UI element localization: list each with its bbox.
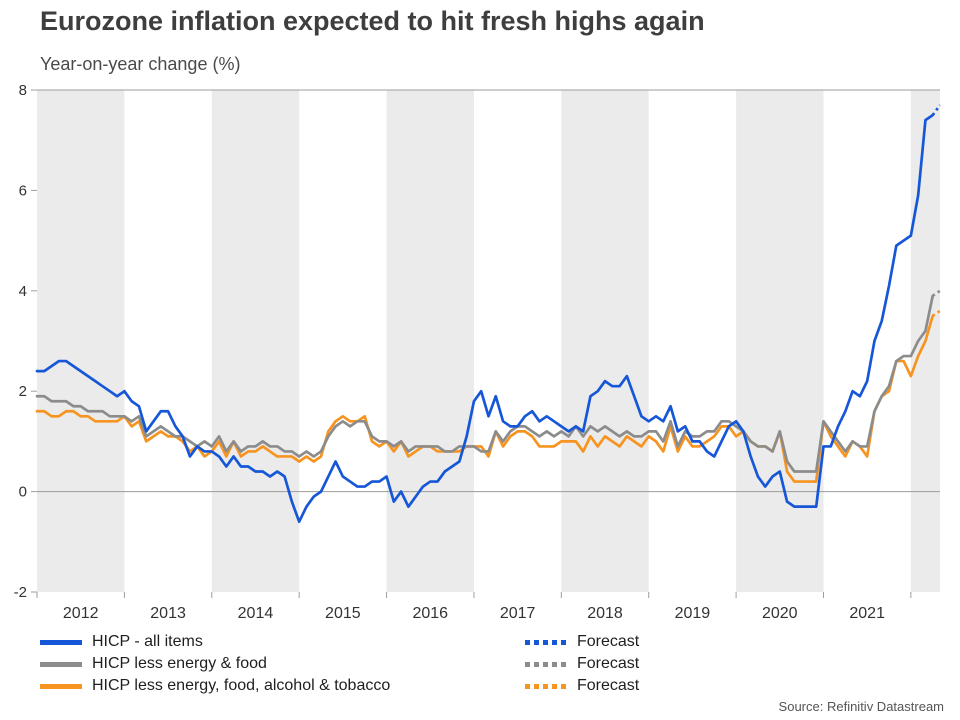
svg-text:0: 0 — [19, 484, 27, 501]
legend-item-hicp-core: HICP less energy, food, alcohol & tobacc… — [40, 675, 390, 697]
svg-text:2016: 2016 — [412, 605, 448, 618]
dotted-swatch-blue — [525, 639, 567, 645]
legend-item-hicp-less-energy-food: HICP less energy & food — [40, 653, 390, 675]
chart-svg: 8 6 4 2 0 -2 2012 2013 2014 2015 2016 2017 2018 2019 2… — [14, 82, 942, 622]
svg-text:2014: 2014 — [238, 605, 274, 618]
svg-text:2021: 2021 — [849, 605, 885, 618]
legend-item-hicp-all-items: HICP - all items — [40, 631, 390, 653]
line-swatch-orange — [40, 683, 82, 689]
chart-subtitle: Year-on-year change (%) — [40, 54, 241, 74]
legend-forecast-column: Forecast Forecast Forecast — [525, 631, 639, 697]
svg-text:2018: 2018 — [587, 605, 623, 618]
legend-label-hicp-all-items: HICP - all items — [92, 633, 203, 650]
svg-text:2013: 2013 — [150, 605, 186, 618]
line-swatch-grey — [40, 661, 82, 667]
legend-label-forecast-blue: Forecast — [577, 633, 640, 650]
dotted-swatch-orange — [525, 683, 567, 689]
legend-item-forecast-orange: Forecast — [525, 675, 639, 697]
svg-text:2015: 2015 — [325, 605, 361, 618]
svg-text:2020: 2020 — [762, 605, 798, 618]
svg-text:2019: 2019 — [675, 605, 711, 618]
svg-text:2012: 2012 — [63, 605, 99, 618]
legend-series-column: HICP - all items HICP less energy & food… — [40, 631, 390, 697]
legend-item-forecast-blue: Forecast — [525, 631, 639, 653]
svg-text:2017: 2017 — [500, 605, 536, 618]
dotted-swatch-grey — [525, 661, 567, 667]
legend-item-forecast-grey: Forecast — [525, 653, 639, 675]
svg-text:8: 8 — [19, 82, 27, 99]
legend-label-hicp-less-energy-food: HICP less energy & food — [92, 655, 267, 672]
svg-text:6: 6 — [19, 182, 27, 199]
svg-text:4: 4 — [19, 283, 27, 300]
svg-text:2: 2 — [19, 383, 27, 400]
legend-label-forecast-grey: Forecast — [577, 655, 640, 672]
legend-label-hicp-core: HICP less energy, food, alcohol & tobacc… — [92, 677, 391, 694]
legend-label-forecast-orange: Forecast — [577, 677, 640, 694]
source-attribution: Source: Refinitiv Datastream — [778, 699, 944, 714]
line-swatch-blue — [40, 639, 82, 645]
chart-area: 8 6 4 2 0 -2 2012 2013 2014 2015 2016 2017 2018 2019 2… — [0, 78, 960, 622]
legend: HICP - all items HICP less energy & food… — [40, 631, 940, 701]
page-title: Eurozone inflation expected to hit fresh… — [40, 6, 705, 36]
svg-text:-2: -2 — [14, 584, 27, 601]
